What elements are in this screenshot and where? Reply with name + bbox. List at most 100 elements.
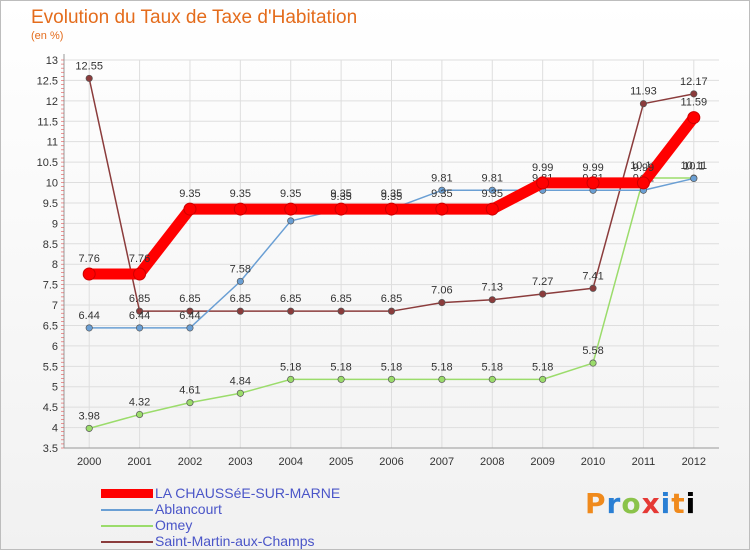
data-label: 9.35 bbox=[381, 188, 402, 200]
data-point bbox=[687, 111, 701, 125]
data-label: 6.85 bbox=[381, 293, 402, 305]
data-point bbox=[287, 375, 295, 383]
data-label: 5.18 bbox=[482, 361, 503, 373]
data-label: 5.18 bbox=[532, 361, 553, 373]
line-chart: 3.544.555.566.577.588.599.51010.51111.51… bbox=[37, 54, 719, 468]
y-tick-label: 8 bbox=[52, 259, 58, 271]
legend-label: Ablancourt bbox=[155, 501, 222, 517]
data-label: 9.99 bbox=[532, 162, 553, 174]
legend-label: Omey bbox=[155, 517, 193, 533]
data-point bbox=[639, 100, 647, 108]
data-label: 9.99 bbox=[582, 162, 603, 174]
data-label: 4.84 bbox=[230, 375, 251, 387]
data-point bbox=[337, 375, 345, 383]
data-point bbox=[488, 296, 496, 304]
y-tick-label: 7 bbox=[52, 300, 58, 312]
data-point bbox=[82, 267, 96, 281]
data-point bbox=[690, 174, 698, 182]
data-point bbox=[488, 186, 496, 194]
y-tick-label: 13 bbox=[46, 55, 58, 67]
data-point bbox=[233, 202, 247, 216]
data-point bbox=[85, 424, 93, 432]
data-label: 9.35 bbox=[179, 188, 200, 200]
x-tick-label: 2007 bbox=[430, 456, 454, 468]
data-point bbox=[334, 202, 348, 216]
x-tick-label: 2000 bbox=[77, 456, 101, 468]
data-point bbox=[586, 176, 600, 190]
data-label: 12.55 bbox=[75, 60, 103, 72]
chart-subtitle: (en %) bbox=[31, 30, 64, 42]
data-point bbox=[589, 284, 597, 292]
data-point bbox=[435, 202, 449, 216]
data-label: 6.85 bbox=[179, 293, 200, 305]
data-label: 6.44 bbox=[129, 310, 150, 322]
data-label: 7.76 bbox=[129, 253, 150, 265]
data-label: 11.93 bbox=[630, 86, 657, 98]
data-point bbox=[485, 202, 499, 216]
x-tick-label: 2008 bbox=[480, 456, 504, 468]
data-point bbox=[589, 359, 597, 367]
y-tick-label: 5 bbox=[52, 382, 58, 394]
y-tick-label: 3.5 bbox=[43, 443, 58, 455]
x-tick-label: 2003 bbox=[228, 456, 252, 468]
y-tick-label: 10.5 bbox=[37, 157, 58, 169]
x-tick-label: 2010 bbox=[581, 456, 605, 468]
data-point bbox=[636, 176, 650, 190]
data-point bbox=[133, 267, 147, 281]
data-label: 10.11 bbox=[680, 160, 707, 172]
data-label: 10.1 bbox=[683, 160, 704, 172]
legend-item-saint-martin: Saint-Martin-aux-Champs bbox=[101, 533, 401, 549]
data-label: 9.99 bbox=[633, 162, 654, 174]
proxiti-logo: Proxiti bbox=[585, 487, 697, 520]
data-point bbox=[438, 299, 446, 307]
data-point bbox=[287, 307, 295, 315]
y-tick-label: 4 bbox=[52, 423, 58, 435]
data-label: 9.81 bbox=[482, 172, 503, 184]
data-label: 7.13 bbox=[482, 282, 503, 294]
data-label: 6.85 bbox=[230, 293, 251, 305]
legend-item-ablancourt: Ablancourt bbox=[101, 501, 401, 517]
y-tick-label: 7.5 bbox=[43, 280, 58, 292]
data-label: 5.18 bbox=[330, 361, 351, 373]
data-point bbox=[186, 307, 194, 315]
data-label: 7.58 bbox=[230, 263, 251, 275]
data-label: 7.76 bbox=[78, 253, 99, 265]
data-label: 6.44 bbox=[179, 310, 200, 322]
y-tick-label: 9.5 bbox=[43, 198, 58, 210]
data-label: 9.35 bbox=[431, 188, 452, 200]
data-point bbox=[387, 375, 396, 383]
y-tick-label: 8.5 bbox=[43, 239, 58, 251]
y-tick-label: 12.5 bbox=[37, 75, 58, 87]
data-point bbox=[385, 202, 398, 216]
data-point bbox=[539, 375, 547, 383]
legend-item-la-chaussee: LA CHAUSSéE-SUR-MARNE bbox=[101, 485, 401, 501]
data-label: 7.41 bbox=[582, 270, 603, 282]
x-tick-label: 2006 bbox=[379, 456, 403, 468]
legend-label: LA CHAUSSéE-SUR-MARNE bbox=[155, 485, 341, 501]
data-point bbox=[236, 389, 244, 397]
chart-title: Evolution du Taux de Taxe d'Habitation bbox=[31, 7, 358, 28]
data-point bbox=[284, 202, 298, 216]
data-point bbox=[186, 399, 194, 407]
legend: LA CHAUSSéE-SUR-MARNE Ablancourt Omey Sa… bbox=[101, 485, 401, 549]
data-label: 6.85 bbox=[129, 293, 150, 305]
y-tick-label: 12 bbox=[46, 96, 58, 108]
data-label: 6.85 bbox=[280, 293, 301, 305]
y-tick-label: 10 bbox=[46, 178, 58, 190]
data-label: 5.18 bbox=[280, 361, 301, 373]
data-point bbox=[236, 277, 244, 285]
data-point bbox=[236, 307, 244, 315]
data-label: 9.35 bbox=[330, 188, 351, 200]
x-tick-label: 2002 bbox=[178, 456, 202, 468]
data-label: 4.61 bbox=[179, 385, 200, 397]
data-label: 5.18 bbox=[431, 361, 452, 373]
data-label: 6.85 bbox=[330, 293, 351, 305]
y-tick-label: 4.5 bbox=[43, 402, 58, 414]
data-label: 9.35 bbox=[381, 191, 402, 203]
data-label: 9.35 bbox=[230, 188, 251, 200]
legend-item-omey: Omey bbox=[101, 517, 401, 533]
data-label: 4.32 bbox=[129, 397, 150, 409]
data-label: 5.18 bbox=[381, 361, 402, 373]
data-point bbox=[488, 375, 496, 383]
data-point bbox=[186, 324, 194, 332]
